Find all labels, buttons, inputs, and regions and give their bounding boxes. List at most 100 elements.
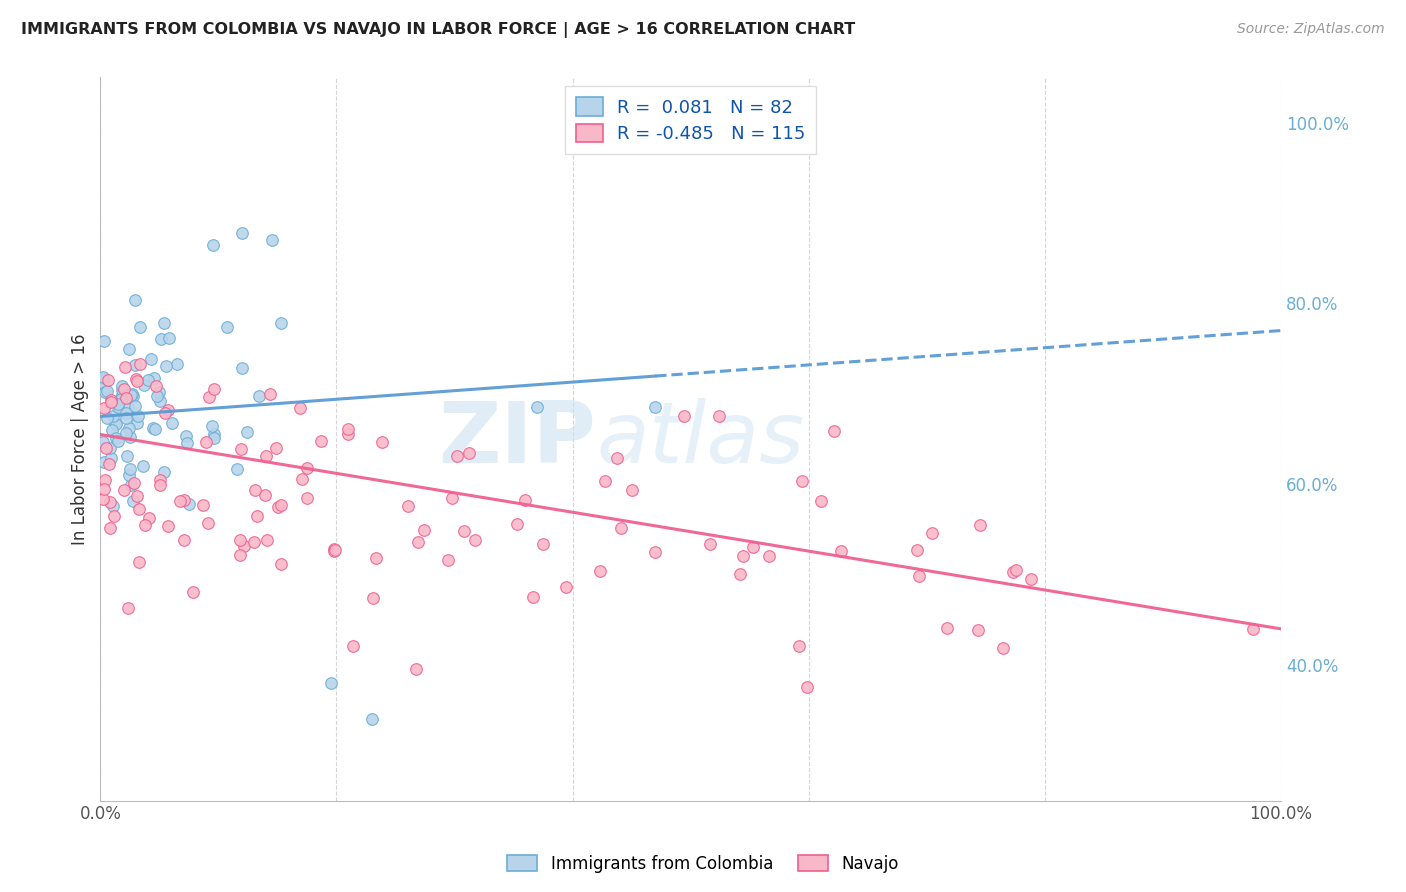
Text: ZIP: ZIP (439, 398, 596, 481)
Point (114, 410, 136, 425)
Point (104, 431, 127, 445)
Point (129, 357, 152, 371)
Point (142, 421, 165, 435)
Point (253, 488, 276, 502)
Point (336, 422, 359, 436)
Point (93, 334, 115, 349)
Point (124, 476, 146, 491)
Point (267, 500, 290, 514)
Y-axis label: In Labor Force | Age > 16: In Labor Force | Age > 16 (72, 334, 89, 545)
Point (160, 416, 183, 430)
Point (120, 387, 142, 401)
Point (124, 372, 146, 386)
Point (290, 472, 312, 486)
Point (193, 498, 215, 512)
Point (101, 409, 124, 423)
Point (124, 399, 146, 413)
Point (143, 371, 166, 385)
Point (112, 483, 135, 498)
Point (112, 382, 135, 396)
Point (969, 518, 991, 533)
Point (194, 435, 217, 450)
Point (117, 600, 139, 615)
Point (173, 533, 195, 548)
Point (100, 423, 122, 437)
Point (91, 491, 114, 506)
Point (522, 590, 544, 604)
Point (153, 316, 176, 330)
Point (361, 712, 384, 726)
Point (336, 427, 359, 442)
Point (589, 564, 612, 578)
Point (593, 474, 616, 488)
Point (728, 566, 751, 581)
Point (179, 497, 201, 511)
Point (967, 623, 990, 637)
Point (132, 377, 155, 392)
Point (143, 422, 166, 436)
Point (441, 491, 464, 505)
Point (115, 426, 138, 441)
Point (145, 379, 167, 393)
Point (458, 446, 481, 460)
Point (150, 332, 173, 346)
Point (115, 449, 138, 463)
Point (114, 406, 136, 420)
Point (94, 474, 117, 488)
Point (229, 442, 252, 457)
Point (610, 521, 633, 535)
Point (149, 473, 172, 487)
Point (100, 451, 122, 466)
Point (270, 557, 292, 571)
Point (111, 386, 134, 401)
Point (114, 359, 136, 374)
Point (136, 373, 159, 387)
Point (295, 491, 318, 505)
Point (148, 385, 170, 400)
Point (215, 320, 238, 334)
Point (111, 383, 134, 397)
Point (202, 427, 225, 442)
Point (174, 429, 197, 443)
Point (413, 523, 436, 537)
Point (117, 401, 139, 416)
Point (156, 403, 179, 417)
Point (91, 376, 114, 390)
Point (121, 387, 143, 401)
Point (156, 519, 179, 533)
Point (98, 494, 121, 508)
Text: atlas: atlas (596, 398, 804, 481)
Point (104, 417, 127, 432)
Point (644, 545, 666, 559)
Point (93, 455, 115, 469)
Point (323, 542, 346, 557)
Point (149, 478, 172, 492)
Point (371, 434, 394, 449)
Point (247, 389, 270, 403)
Point (96, 384, 118, 398)
Point (515, 493, 537, 508)
Point (309, 434, 332, 448)
Point (127, 409, 149, 424)
Point (453, 524, 475, 538)
Point (97, 374, 120, 388)
Point (699, 536, 721, 550)
Point (132, 458, 155, 473)
Point (201, 419, 224, 434)
Point (110, 392, 132, 407)
Point (621, 483, 644, 497)
Point (555, 580, 578, 594)
Point (139, 351, 162, 366)
Point (173, 493, 195, 508)
Point (202, 431, 225, 445)
Point (120, 478, 142, 492)
Text: IMMIGRANTS FROM COLOMBIA VS NAVAJO IN LABOR FORCE | AGE > 16 CORRELATION CHART: IMMIGRANTS FROM COLOMBIA VS NAVAJO IN LA… (21, 22, 855, 38)
Point (105, 417, 128, 432)
Point (741, 541, 763, 555)
Point (96, 441, 118, 455)
Point (201, 237, 224, 252)
Point (905, 543, 928, 558)
Point (259, 387, 281, 401)
Point (229, 548, 252, 562)
Point (1002, 566, 1025, 580)
